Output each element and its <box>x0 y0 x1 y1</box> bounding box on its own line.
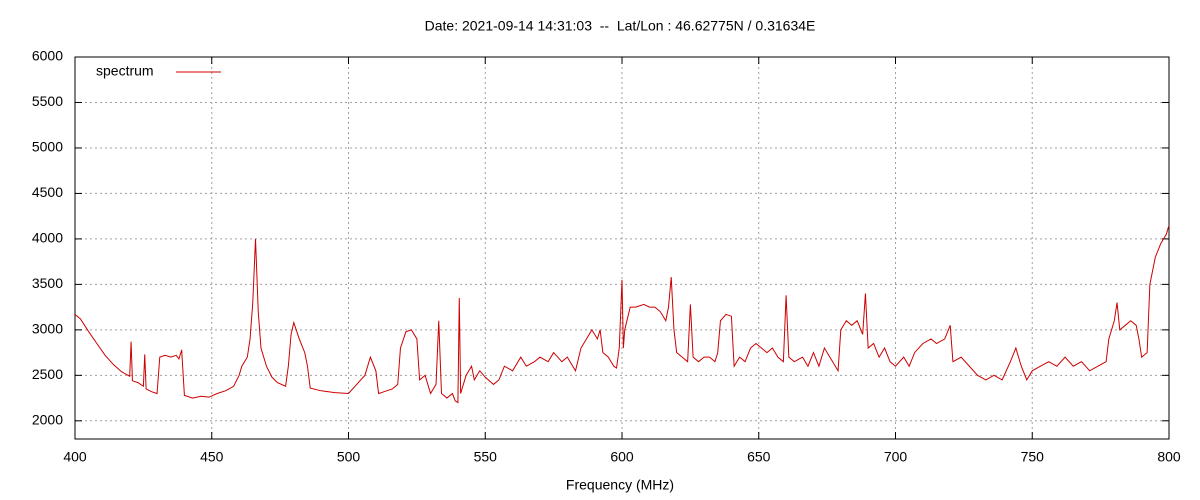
y-tick-label: 2500 <box>32 366 63 382</box>
x-tick-label: 800 <box>1157 449 1181 465</box>
y-tick-label: 4500 <box>32 184 63 200</box>
y-tick-label: 3000 <box>32 321 63 337</box>
x-tick-label: 650 <box>747 449 771 465</box>
x-tick-label: 550 <box>474 449 498 465</box>
legend-label: spectrum <box>96 63 154 79</box>
x-axis-label: Frequency (MHz) <box>566 477 674 493</box>
plot-border <box>74 56 1170 440</box>
x-tick-label: 450 <box>200 449 224 465</box>
x-tick-label: 600 <box>610 449 634 465</box>
x-tick-label: 750 <box>1021 449 1045 465</box>
chart-title: Date: 2021-09-14 14:31:03 -- Lat/Lon : 4… <box>425 18 816 34</box>
series-line <box>74 225 1170 404</box>
y-tick-label: 5000 <box>32 139 63 155</box>
x-tick-label: 500 <box>337 449 361 465</box>
y-tick-label: 6000 <box>32 48 63 64</box>
y-tick-label: 2000 <box>32 412 63 428</box>
x-tick-label: 400 <box>63 449 87 465</box>
x-tick-label: 700 <box>884 449 908 465</box>
y-tick-label: 5500 <box>32 93 63 109</box>
y-tick-label: 3500 <box>32 275 63 291</box>
y-tick-label: 4000 <box>32 230 63 246</box>
